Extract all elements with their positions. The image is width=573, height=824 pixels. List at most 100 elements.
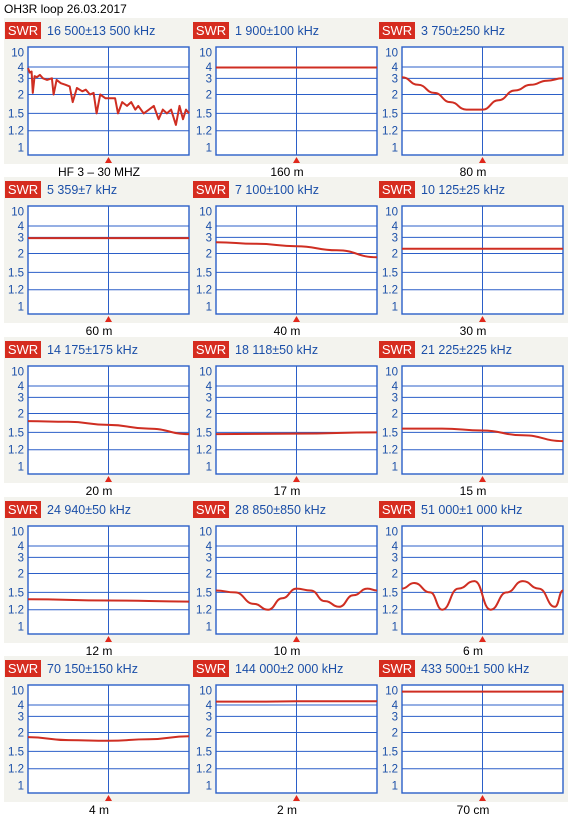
- center-marker-icon: [105, 476, 112, 482]
- y-tick-label: 4: [206, 381, 213, 393]
- frequency-range-label: 16 500±13 500 kHz: [47, 24, 155, 38]
- y-tick-label: 2: [392, 90, 398, 102]
- y-tick-label: 3: [18, 232, 24, 244]
- swr-point: [29, 72, 31, 74]
- swr-point: [255, 701, 257, 703]
- swr-trace: [215, 431, 378, 436]
- swr-chart: SWR 24 940±50 kHz 10 43 2 1.5 1.2 1: [4, 497, 194, 643]
- swr-badge: [379, 22, 415, 39]
- swr-point: [27, 67, 29, 69]
- y-tick-label: 2: [18, 90, 24, 102]
- swr-point: [53, 94, 55, 96]
- frequency-range-label: 3 750±250 kHz: [421, 24, 505, 38]
- y-tick-label: 4: [392, 221, 399, 233]
- swr-panel: SWR 5 359±7 kHz 10 4 3 2 1.5 1.2 1 60 m: [4, 177, 194, 339]
- swr-point: [482, 430, 484, 432]
- y-tick-label: 1.5: [196, 267, 212, 279]
- y-tick-label: 1.2: [8, 764, 24, 776]
- band-caption: HF 3 – 30 MHZ: [57, 165, 141, 179]
- swr-point: [31, 71, 33, 73]
- y-tick-label: 2: [206, 728, 212, 740]
- swr-point: [562, 691, 564, 693]
- frequency-range-label: 18 118±50 kHz: [235, 343, 318, 357]
- swr-point: [148, 738, 150, 740]
- y-tick-label: 4: [206, 541, 213, 553]
- y-tick-label: 1: [392, 461, 398, 473]
- swr-chart: SWR 16 500±13 500 kHz 10 43 2 1.5 1.2 1: [4, 18, 194, 164]
- y-tick-label: 4: [18, 381, 25, 393]
- swr-point: [130, 101, 132, 103]
- swr-point: [105, 97, 107, 99]
- swr-chart: SWR 3 750±250 kHz 10 43 2 1.5 1.2 1: [378, 18, 568, 164]
- swr-panel: SWR 3 750±250 kHz 10 4 3 2 1.5 1.2 1 80 m: [378, 18, 568, 180]
- swr-point: [188, 237, 190, 239]
- swr-chart: SWR 21 225±225 kHz 10 43 2 1.5 1.2 1: [378, 337, 568, 483]
- swr-trace: [27, 735, 190, 742]
- y-tick-label: 1.2: [196, 445, 212, 457]
- swr-point: [474, 580, 476, 582]
- y-tick-label: 4: [206, 62, 213, 74]
- center-marker-icon: [105, 636, 112, 642]
- swr-chart: SWR 70 150±150 kHz 10 43 2 1.5 1.2 1: [4, 656, 194, 802]
- swr-point: [27, 237, 29, 239]
- band-caption: 17 m: [273, 484, 301, 498]
- swr-point: [27, 420, 29, 422]
- swr-point: [93, 92, 95, 94]
- y-tick-label: 1.5: [382, 108, 398, 120]
- swr-chart: SWR 5 359±7 kHz 10 43 2 1.5 1.2 1: [4, 177, 194, 323]
- swr-point: [234, 591, 236, 593]
- center-marker-icon: [293, 476, 300, 482]
- swr-point: [185, 109, 187, 111]
- swr-point: [34, 75, 36, 77]
- y-tick-label: 1: [206, 621, 212, 633]
- band-caption: 60 m: [85, 324, 113, 338]
- y-tick-label: 1.5: [196, 427, 212, 439]
- swr-point: [562, 248, 564, 250]
- swr-point: [175, 124, 177, 126]
- swr-point: [85, 89, 87, 91]
- swr-badge-label: SWR: [8, 661, 38, 676]
- center-marker-icon: [105, 795, 112, 801]
- y-tick-label: 2: [18, 728, 24, 740]
- swr-point: [413, 582, 415, 584]
- center-marker-icon: [479, 636, 486, 642]
- swr-point: [188, 433, 190, 435]
- y-tick-label: 10: [11, 47, 24, 59]
- y-tick-label: 1.5: [196, 587, 212, 599]
- swr-trace: [215, 587, 378, 611]
- y-tick-label: 10: [199, 685, 212, 697]
- swr-point: [109, 97, 111, 99]
- swr-badge: [5, 660, 41, 677]
- swr-point: [36, 76, 38, 78]
- frequency-range-label: 28 850±850 kHz: [235, 503, 326, 517]
- y-tick-label: 4: [206, 700, 213, 712]
- swr-point: [166, 112, 168, 114]
- swr-point: [215, 433, 217, 435]
- swr-point: [267, 609, 269, 611]
- y-tick-label: 2: [392, 569, 398, 581]
- swr-chart: SWR 10 125±25 kHz 10 43 2 1.5 1.2 1: [378, 177, 568, 323]
- y-tick-label: 3: [18, 552, 24, 564]
- swr-badge-label: SWR: [196, 23, 226, 38]
- y-tick-label: 4: [18, 221, 25, 233]
- swr-badge-label: SWR: [8, 342, 38, 357]
- swr-point: [96, 112, 98, 114]
- y-tick-label: 10: [11, 685, 24, 697]
- band-caption: 2 m: [276, 803, 297, 817]
- y-tick-label: 1: [206, 461, 212, 473]
- y-tick-label: 1.2: [8, 126, 24, 138]
- swr-point: [546, 80, 548, 82]
- y-tick-label: 1.5: [8, 108, 24, 120]
- swr-point: [215, 590, 217, 592]
- swr-point: [482, 248, 484, 250]
- swr-point: [72, 101, 74, 103]
- swr-badge-label: SWR: [382, 661, 412, 676]
- swr-badge: [5, 501, 41, 518]
- swr-point: [143, 112, 145, 114]
- y-tick-label: 2: [18, 569, 24, 581]
- y-tick-label: 1.5: [8, 267, 24, 279]
- swr-point: [522, 580, 524, 582]
- center-marker-icon: [105, 157, 112, 163]
- band-caption: 40 m: [273, 324, 301, 338]
- y-tick-label: 1.5: [196, 746, 212, 758]
